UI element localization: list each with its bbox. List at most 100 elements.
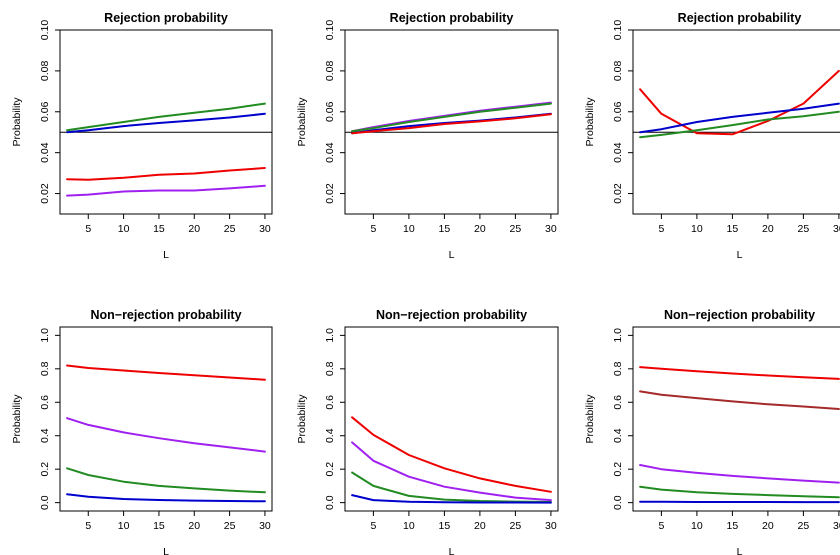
plot-frame (632, 29, 840, 215)
y-tick-label: 0.6 (324, 395, 336, 410)
panel-title: Rejection probability (678, 11, 802, 25)
plot-area (66, 364, 266, 503)
x-tick-label: 10 (403, 223, 415, 235)
x-tick-label: 10 (691, 223, 703, 235)
series-line-1 (351, 416, 552, 493)
y-tick-label: 0.04 (612, 142, 624, 163)
series-line-1 (66, 102, 266, 132)
y-tick-label: 0.02 (324, 183, 336, 204)
y-tick-label: 0.04 (324, 142, 336, 163)
y-tick-label: 0.6 (39, 395, 51, 410)
y-tick-label: 0.02 (612, 183, 624, 204)
x-tick-label: 30 (259, 223, 271, 235)
series-line-2 (351, 102, 552, 133)
panel-title: Non−rejection probability (664, 308, 815, 322)
x-tick-label: 25 (224, 520, 236, 532)
plot-area (351, 416, 552, 504)
plot-frame (59, 326, 273, 512)
y-axis-label: Probability (584, 394, 596, 444)
y-tick-label: 0.08 (39, 61, 51, 82)
y-tick-label: 0.4 (324, 428, 336, 443)
y-tick-label: 1.0 (324, 328, 336, 343)
series-line-3 (66, 167, 266, 181)
series-line-3 (66, 467, 266, 494)
x-tick-label: 20 (188, 223, 200, 235)
y-tick-label: 0.4 (39, 428, 51, 443)
panel-2: Rejection probability 5 10 15 20 25 30 0.02 0.04… (296, 11, 559, 261)
panel-title: Non−rejection probability (376, 308, 527, 322)
x-tick-label: 25 (798, 223, 810, 235)
y-tick-label: 0.2 (324, 462, 336, 477)
y-tick-label: 0.0 (324, 495, 336, 510)
x-tick-label: 30 (833, 520, 840, 532)
x-tick-label: 30 (259, 520, 271, 532)
panel-6: Non−rejection probability 5 10 15 20 25 30 0.0 0… (584, 308, 840, 555)
y-tick-label: 0.6 (612, 395, 624, 410)
x-tick-label: 5 (658, 223, 664, 235)
y-tick-label: 0.0 (39, 495, 51, 510)
plot-area (639, 366, 840, 504)
series-line-2 (639, 102, 840, 134)
x-tick-label: 20 (762, 223, 774, 235)
series-line-2 (66, 417, 266, 453)
y-tick-label: 0.2 (39, 462, 51, 477)
x-axis-label: L (163, 249, 169, 261)
series-line-4 (66, 493, 266, 503)
y-tick-label: 0.0 (612, 495, 624, 510)
y-tick-label: 0.8 (612, 361, 624, 376)
x-tick-label: 10 (403, 520, 415, 532)
series-line-1 (639, 366, 840, 380)
series-line-1 (639, 69, 840, 136)
x-tick-label: 15 (439, 520, 451, 532)
y-tick-label: 1.0 (39, 328, 51, 343)
x-tick-label: 15 (727, 520, 739, 532)
x-tick-label: 5 (85, 520, 91, 532)
series-line-4 (639, 485, 840, 499)
x-axis-label: L (449, 546, 455, 555)
plot-frame (632, 326, 840, 512)
series-line-2 (66, 112, 266, 134)
plot-frame (344, 29, 559, 215)
x-tick-label: 10 (118, 223, 130, 235)
y-tick-label: 0.02 (39, 183, 51, 204)
x-tick-label: 20 (474, 223, 486, 235)
x-tick-label: 15 (439, 223, 451, 235)
y-tick-label: 0.06 (612, 101, 624, 122)
y-tick-label: 1.0 (612, 328, 624, 343)
y-axis-label: Probability (11, 97, 23, 147)
plot-area (345, 101, 558, 135)
panel-title: Non−rejection probability (90, 308, 241, 322)
x-tick-label: 5 (658, 520, 664, 532)
panel-1: Rejection probability 5 10 15 20 25 30 0.02 0.04… (11, 11, 273, 261)
series-line-4 (351, 113, 552, 135)
x-tick-label: 30 (545, 223, 557, 235)
series-line-3 (639, 464, 840, 484)
series-line-4 (66, 184, 266, 197)
series-line-2 (351, 441, 552, 502)
y-tick-label: 0.08 (324, 61, 336, 82)
panel-title: Rejection probability (104, 11, 228, 25)
x-tick-label: 20 (188, 520, 200, 532)
y-tick-label: 0.10 (612, 20, 624, 41)
x-tick-label: 10 (691, 520, 703, 532)
x-tick-label: 5 (370, 520, 376, 532)
x-tick-label: 25 (798, 520, 810, 532)
y-tick-label: 0.06 (324, 101, 336, 122)
x-tick-label: 15 (153, 223, 165, 235)
y-tick-label: 0.04 (39, 142, 51, 163)
x-tick-label: 25 (224, 223, 236, 235)
x-axis-label: L (449, 249, 455, 261)
panel-title: Rejection probability (390, 11, 514, 25)
y-axis-label: Probability (296, 97, 308, 147)
plot-frame (344, 326, 559, 512)
x-tick-label: 15 (153, 520, 165, 532)
x-tick-label: 25 (510, 520, 522, 532)
x-tick-label: 5 (85, 223, 91, 235)
series-line-1 (66, 364, 266, 381)
x-tick-label: 5 (370, 223, 376, 235)
x-tick-label: 20 (474, 520, 486, 532)
y-tick-label: 0.2 (612, 462, 624, 477)
x-tick-label: 25 (510, 223, 522, 235)
y-tick-label: 0.06 (39, 101, 51, 122)
